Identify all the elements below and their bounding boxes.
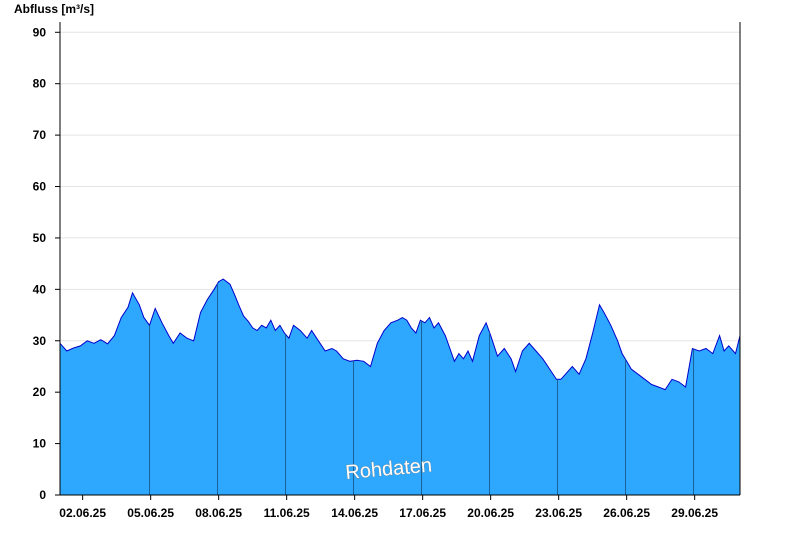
x-tick-label: 17.06.25 (399, 506, 446, 520)
y-tick-label: 70 (33, 128, 47, 142)
x-tick-labels: 02.06.25 05.06.25 08.06.25 11.06.25 14.06.25… (59, 495, 718, 520)
y-tick-label: 40 (33, 282, 47, 296)
y-tick-label: 80 (33, 77, 47, 91)
x-tick-label: 02.06.25 (59, 506, 106, 520)
x-tick-label: 08.06.25 (195, 506, 242, 520)
y-tick-label: 30 (33, 334, 47, 348)
y-axis-label: Abfluss [m³/s] (14, 2, 94, 16)
x-tick-label: 26.06.25 (603, 506, 650, 520)
y-tick-labels: 0 10 20 30 40 50 60 70 80 90 (33, 25, 60, 502)
x-tick-label: 14.06.25 (331, 506, 378, 520)
x-tick-label: 05.06.25 (127, 506, 174, 520)
x-tick-label: 29.06.25 (671, 506, 718, 520)
y-tick-label: 60 (33, 180, 47, 194)
x-tick-label: 20.06.25 (467, 506, 514, 520)
discharge-area (60, 279, 740, 495)
date-separator-lines (149, 283, 695, 495)
y-tick-label: 10 (33, 437, 47, 451)
x-tick-label: 23.06.25 (535, 506, 582, 520)
x-tick-label: 11.06.25 (264, 506, 310, 520)
y-tick-label: 20 (33, 385, 47, 399)
y-tick-label: 50 (33, 231, 47, 245)
y-tick-label: 90 (33, 25, 47, 39)
discharge-line (59, 278, 741, 391)
y-tick-label: 0 (39, 488, 46, 502)
